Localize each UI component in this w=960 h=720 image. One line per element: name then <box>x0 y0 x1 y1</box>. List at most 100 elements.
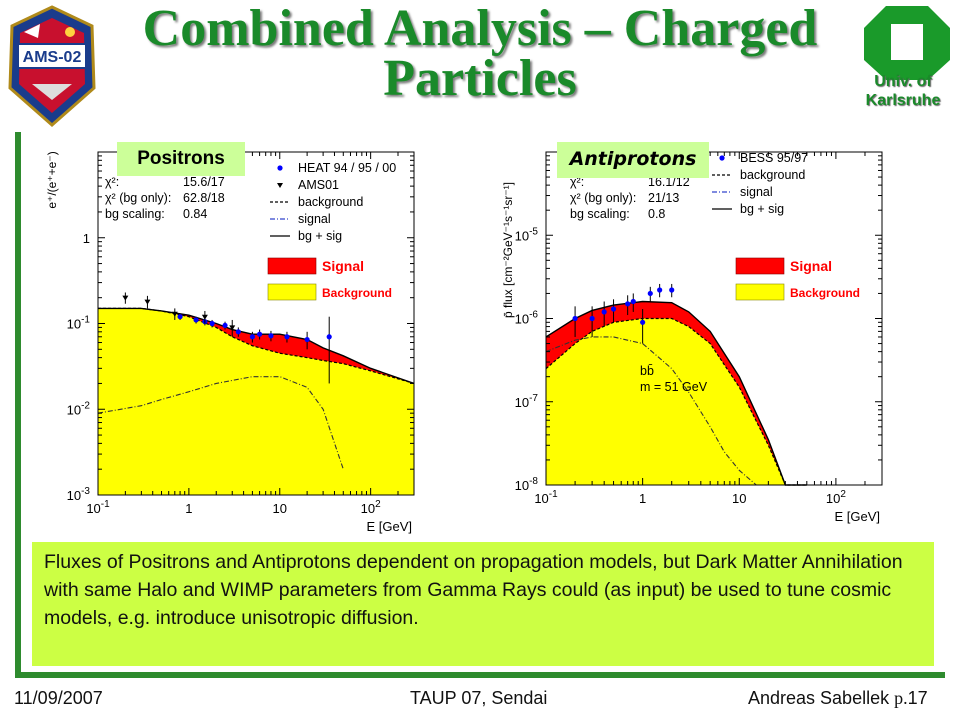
x-tick-label: 102 <box>826 489 846 506</box>
footer-author: Andreas Sabellek p.17 <box>748 688 928 709</box>
x-tick-label: 10-1 <box>86 499 110 516</box>
mass-label: m = 51 GeV <box>640 380 708 394</box>
data-point-triangle <box>144 299 151 305</box>
positron-chart: 10-1 1 10 102 10-3 10-2 10-1 1 E [GeV] e⁺/(e⁺+e⁻)… <box>45 151 415 534</box>
data-point-triangle <box>229 325 236 331</box>
key-background-swatch <box>735 283 785 301</box>
data-point <box>326 334 332 340</box>
data-point <box>193 317 199 323</box>
stat-value: 62.8/18 <box>183 191 225 205</box>
legend-symbol <box>277 165 283 171</box>
y-axis-label: p̄ flux [cm⁻²GeV⁻¹s⁻¹sr⁻¹] <box>501 182 515 318</box>
data-point <box>249 334 256 340</box>
slide-title: Combined Analysis – Charged Particles <box>142 0 818 107</box>
x-tick-label: 1 <box>185 501 192 516</box>
stat-label: bg scaling: <box>570 207 630 221</box>
stat-label: χ²: <box>570 175 584 189</box>
description-box: Fluxes of Positrons and Antiprotons depe… <box>32 542 934 666</box>
stat-value: 0.84 <box>183 207 207 221</box>
stat-value: 16.1/12 <box>648 175 690 189</box>
antiprotons-tag: Antiprotons <box>557 142 709 178</box>
footer-author-name: Andreas Sabellek <box>748 688 890 708</box>
model-label: bb̄ <box>640 364 654 378</box>
legend-symbol <box>277 183 283 188</box>
legend-label: HEAT 94 / 95 / 00 <box>298 161 396 175</box>
data-point <box>222 322 228 329</box>
x-tick-label: 10 <box>273 501 287 516</box>
footer-conference: TAUP 07, Sendai <box>410 688 548 708</box>
background-area <box>546 318 807 485</box>
y-tick-label: 10-5 <box>515 226 539 243</box>
ams-logo-text: AMS-02 <box>23 49 82 66</box>
signal-line <box>545 336 757 486</box>
data-point <box>647 290 653 297</box>
bottom-accent-bar <box>15 672 945 678</box>
data-point <box>256 331 263 337</box>
legend-label: bg + sig <box>298 229 342 243</box>
x-tick-label: 1 <box>639 491 646 506</box>
background-area <box>98 308 414 495</box>
footer-date: 11/09/2007 <box>14 688 103 708</box>
antiproton-chart: 10-1 1 10 102 10-8 10-7 10-6 10-5 E [GeV] p̄ flux… <box>501 151 883 524</box>
data-point <box>630 298 636 305</box>
data-point <box>610 306 617 312</box>
x-tick-label: 102 <box>361 499 381 516</box>
legend-label: BESS 95/97 <box>740 151 808 165</box>
key-signal-swatch <box>735 257 785 275</box>
karlsruhe-logo <box>864 6 950 80</box>
key-background-swatch <box>267 283 317 301</box>
legend-label: background <box>740 168 805 182</box>
x-tick-label: 10-1 <box>534 489 558 506</box>
key-background-label: Background <box>790 286 860 300</box>
y-tick-label: 10-3 <box>67 486 91 503</box>
legend-label: signal <box>740 185 773 199</box>
ams02-logo: AMS-02 <box>8 5 96 127</box>
data-point <box>657 287 663 293</box>
data-point-triangle <box>201 314 208 320</box>
x-axis-label: E [GeV] <box>366 519 412 534</box>
data-point <box>601 309 607 315</box>
legend-label: AMS01 <box>298 178 339 192</box>
key-signal-label: Signal <box>790 258 832 274</box>
data-point <box>304 336 310 343</box>
left-accent-bar <box>15 132 21 677</box>
stat-value: 15.6/17 <box>183 175 225 189</box>
stat-value: 21/13 <box>648 191 679 205</box>
stat-label: χ²: <box>105 175 119 189</box>
key-background-label: Background <box>322 286 392 300</box>
data-point <box>572 315 578 322</box>
positrons-tag: Positrons <box>117 142 245 176</box>
x-tick-label: 10 <box>732 491 746 506</box>
legend-label: background <box>298 195 363 209</box>
data-point <box>268 333 274 339</box>
stat-label: bg scaling: <box>105 207 165 221</box>
stat-value: 0.8 <box>648 207 665 221</box>
legend-label: signal <box>298 212 331 226</box>
total-line <box>545 300 807 486</box>
y-tick-label: 10-1 <box>67 315 91 332</box>
data-point <box>209 320 215 327</box>
y-tick-label: 10-6 <box>515 310 539 327</box>
y-tick-label: 10-7 <box>515 393 539 410</box>
data-point-triangle <box>171 311 178 317</box>
background-line <box>98 307 415 385</box>
y-tick-label: 10-2 <box>67 400 91 417</box>
key-signal-swatch <box>267 257 317 275</box>
footer-page-prefix: p. <box>894 688 908 708</box>
data-point <box>235 329 241 335</box>
stat-label: χ² (bg only): <box>105 191 171 205</box>
data-point <box>669 287 675 293</box>
university-line1: Univ. of <box>874 73 932 90</box>
university-label: Univ. of Karlsruhe <box>848 72 958 110</box>
y-tick-label: 1 <box>83 231 90 246</box>
footer-page-number: 17 <box>907 688 928 708</box>
data-point <box>589 315 595 322</box>
university-line2: Karlsruhe <box>865 92 941 109</box>
stat-label: χ² (bg only): <box>570 191 636 205</box>
x-axis-label: E [GeV] <box>834 509 880 524</box>
data-point <box>640 319 646 325</box>
data-point-triangle <box>122 295 129 301</box>
legend-label: bg + sig <box>740 202 784 216</box>
signal-line <box>97 376 344 470</box>
y-axis-label: e⁺/(e⁺+e⁻) <box>45 151 59 208</box>
